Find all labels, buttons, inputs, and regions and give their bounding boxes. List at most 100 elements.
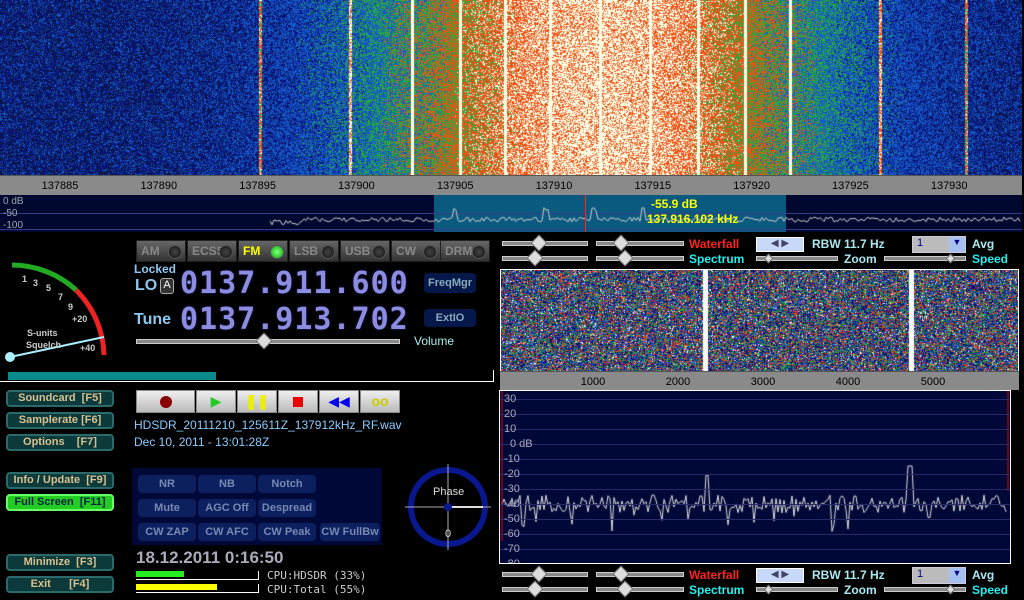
mode-button-fm[interactable]: FM [238, 240, 288, 262]
audio-spectrum[interactable]: 30 20 10 0 dB -10 -20 -30 -40 -50 -60 -70 -80 [499, 390, 1011, 564]
cw-fullbw-button[interactable]: CW FullBw [320, 523, 380, 541]
slider-knob[interactable] [763, 253, 774, 264]
slider-knob[interactable] [526, 580, 544, 598]
nr-button[interactable]: NR [138, 475, 196, 493]
chevron-down-icon[interactable]: ▼ [949, 237, 965, 252]
top-waterfall-label: Waterfall [689, 237, 740, 251]
mode-label: ECSS [192, 244, 225, 258]
scale-tick-label: 137900 [338, 180, 375, 192]
audio-frequency-scale[interactable]: 1000 2000 3000 4000 5000 [500, 371, 1019, 390]
play-icon: ▶ [210, 393, 222, 409]
top-speed-slider[interactable] [884, 253, 966, 264]
mode-button-lsb[interactable]: LSB [289, 240, 339, 262]
bottom-rbw-stepper[interactable]: ◀ ▶ [756, 568, 804, 583]
minimize-button[interactable]: Minimize [F3] [6, 554, 114, 571]
cw-zap-button[interactable]: CW ZAP [138, 523, 196, 541]
despread-button[interactable]: Despread [258, 499, 316, 517]
audio-scale-tick-label: 1000 [580, 376, 606, 388]
main-spectrum[interactable]: 0 dB -50 -100 -55.9 dB 137.916.102 kHz [0, 195, 1022, 232]
slider-knob[interactable] [530, 234, 548, 252]
top-speed-label: Speed [972, 252, 1009, 266]
cw-afc-button[interactable]: CW AFC [198, 523, 256, 541]
full-screen-button[interactable]: Full Screen [F11] [6, 494, 114, 511]
slider-knob[interactable] [612, 565, 630, 583]
slider-knob[interactable] [616, 249, 634, 267]
pause-button[interactable]: ❚❚ [237, 390, 277, 413]
soundcard-button[interactable]: Soundcard [F5] [6, 390, 114, 407]
bottom-waterfall-label: Waterfall [689, 568, 740, 582]
s-meter[interactable] [4, 255, 114, 365]
record-button[interactable] [136, 390, 195, 413]
bottom-spectrum-slider-2[interactable] [596, 580, 684, 598]
bottom-spectrum-slider-1[interactable] [502, 580, 588, 598]
slider-knob[interactable] [530, 565, 548, 583]
rewind-icon: ◀◀ [328, 393, 350, 409]
mode-button-usb[interactable]: USB [340, 240, 390, 262]
avg-value: 1 [917, 568, 924, 580]
top-waterfall-slider-2[interactable] [596, 234, 684, 252]
audio-scale-tick-label: 3000 [750, 376, 776, 388]
top-spectrum-label: Spectrum [689, 252, 745, 266]
phase-value: 0 [445, 528, 452, 540]
mode-button-drm[interactable]: DRM [440, 240, 490, 262]
play-button[interactable]: ▶ [196, 390, 236, 413]
phase-indicator[interactable] [403, 462, 493, 552]
stop-button[interactable] [278, 390, 318, 413]
exit-button[interactable]: Exit [F4] [6, 576, 114, 593]
mode-button-cw[interactable]: CW [391, 240, 441, 262]
scale-tick-label: 137885 [41, 180, 79, 192]
mode-label: LSB [294, 244, 318, 258]
slider-knob[interactable] [612, 234, 630, 252]
bottom-speed-slider[interactable] [884, 584, 966, 595]
mute-button[interactable]: Mute [138, 499, 196, 517]
samplerate-button[interactable]: Samplerate [F6] [6, 412, 114, 429]
audio-y-label: -40 [504, 498, 520, 510]
main-waterfall[interactable] [0, 0, 1022, 175]
slider-knob[interactable] [763, 584, 774, 595]
lo-lock-badge[interactable]: A [160, 278, 174, 294]
loop-button[interactable]: oo [360, 390, 400, 413]
slider-knob[interactable] [616, 580, 634, 598]
audio-waterfall[interactable] [500, 269, 1019, 373]
agc-off-button[interactable]: AGC Off [198, 499, 256, 517]
info-update-button[interactable]: Info / Update [F9] [6, 472, 114, 489]
main-frequency-scale[interactable]: 137885 137890 137895 137900 137905 137910 1379… [0, 175, 1022, 195]
pause-icon: ❚❚ [245, 393, 269, 409]
mode-label: FM [243, 244, 261, 258]
notch-button[interactable]: Notch [258, 475, 316, 493]
mode-button-ecss[interactable]: ECSS [187, 240, 237, 262]
bottom-zoom-slider[interactable] [756, 584, 838, 595]
recording-filename: HDSDR_20111210_125611Z_137912kHz_RF.wav [134, 418, 402, 432]
mode-led-icon [321, 245, 335, 259]
options-button[interactable]: Options [F7] [6, 434, 114, 451]
scale-tick-label: 137905 [436, 180, 474, 192]
freqmgr-button[interactable]: FreqMgr [424, 273, 476, 293]
audio-y-label: -50 [504, 513, 520, 525]
top-avg-select[interactable]: 1 ▼ [912, 236, 966, 253]
bottom-waterfall-slider-1[interactable] [502, 565, 588, 583]
rewind-button[interactable]: ◀◀ [319, 390, 359, 413]
lo-frequency[interactable]: 0137.911.600 [180, 266, 409, 301]
extio-button[interactable]: ExtIO [424, 309, 476, 327]
audio-y-label: 30 [504, 393, 517, 405]
audio-y-label: 10 [504, 423, 517, 435]
tune-frequency[interactable]: 0137.913.702 [180, 302, 409, 337]
bottom-avg-select[interactable]: 1 ▼ [912, 567, 966, 584]
slider-knob[interactable] [526, 249, 544, 267]
nb-button[interactable]: NB [198, 475, 256, 493]
top-spectrum-slider-1[interactable] [502, 249, 588, 267]
top-waterfall-slider-1[interactable] [502, 234, 588, 252]
top-rbw-stepper[interactable]: ◀ ▶ [756, 237, 804, 252]
lo-label: LO [135, 277, 158, 294]
chevron-down-icon[interactable]: ▼ [949, 568, 965, 583]
top-zoom-slider[interactable] [756, 253, 838, 264]
slider-knob[interactable] [945, 584, 956, 595]
bottom-waterfall-slider-2[interactable] [596, 565, 684, 583]
smeter-scale-40: +40 [80, 343, 96, 353]
bottom-zoom-label: Zoom [844, 583, 877, 597]
mode-button-am[interactable]: AM [136, 240, 186, 262]
slider-knob[interactable] [945, 253, 956, 264]
volume-slider[interactable] [136, 332, 400, 350]
top-spectrum-slider-2[interactable] [596, 249, 684, 267]
cw-peak-button[interactable]: CW Peak [258, 523, 316, 541]
